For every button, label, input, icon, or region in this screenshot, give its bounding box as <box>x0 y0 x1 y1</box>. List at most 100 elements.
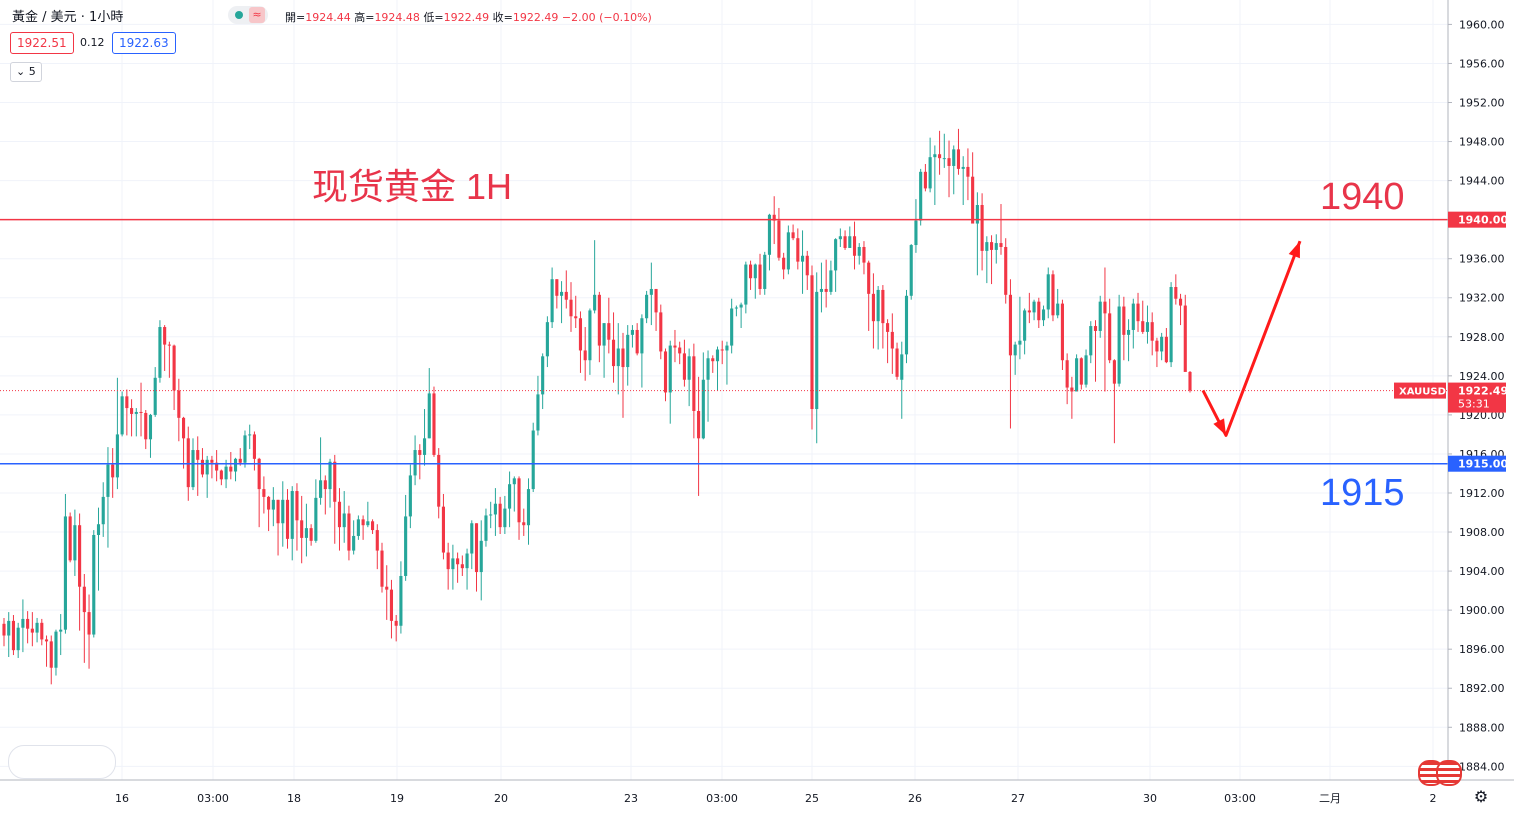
candle-body <box>1150 322 1154 341</box>
candle-body <box>616 348 620 367</box>
candle <box>900 341 904 419</box>
candle-body <box>900 354 904 380</box>
candle-body <box>489 514 493 516</box>
candle-body <box>304 528 308 538</box>
candle-body <box>456 558 460 565</box>
candle <box>942 133 946 168</box>
candle <box>210 455 214 479</box>
gear-icon[interactable]: ⚙ <box>1473 787 1489 806</box>
candle <box>933 145 937 206</box>
candle <box>1103 267 1107 392</box>
candle <box>248 424 252 450</box>
candlestick-series <box>2 128 1192 685</box>
candle-body <box>720 349 724 351</box>
price-tick-label: 1948.00 <box>1459 136 1505 149</box>
candle-body <box>744 264 748 305</box>
candle <box>800 230 805 294</box>
candle-body <box>749 264 753 279</box>
market-status-pill[interactable]: ≈ <box>228 6 268 24</box>
symbol-title[interactable]: 黃金 / 美元 · 1小時 <box>12 10 124 25</box>
candle-body <box>314 497 318 541</box>
candle <box>1013 341 1017 375</box>
candle-body <box>867 262 871 294</box>
candle <box>347 505 351 561</box>
candle-body <box>715 349 720 362</box>
candle <box>616 323 620 395</box>
candle <box>385 565 389 620</box>
time-tick-label: 18 <box>287 792 301 805</box>
indicators-toggle[interactable]: ⌄ 5 <box>10 62 42 82</box>
candle-body <box>158 327 162 378</box>
support-price-tag-bg <box>1448 455 1506 472</box>
candle <box>399 561 403 634</box>
candle <box>758 253 762 295</box>
candle-body <box>1155 340 1159 352</box>
candle <box>815 272 819 444</box>
candle-body <box>541 356 545 395</box>
candle-body <box>148 414 153 440</box>
candle-body <box>44 639 49 642</box>
candle-body <box>725 345 729 351</box>
candle-body <box>673 345 677 348</box>
candle <box>1075 354 1079 392</box>
candle <box>370 519 375 534</box>
support-price-tag-text: 1915.00 <box>1458 458 1508 471</box>
candle-body <box>663 351 668 393</box>
candle <box>730 298 734 354</box>
candle <box>319 437 323 505</box>
candle-body <box>938 154 942 159</box>
time-tick-label: 27 <box>1011 792 1025 805</box>
candle <box>928 137 932 193</box>
candle-body <box>800 255 805 262</box>
bid-price-button[interactable]: 1922.51 <box>10 32 74 54</box>
countdown-text: 53:31 <box>1458 398 1490 411</box>
candle <box>725 341 729 385</box>
candle <box>895 342 899 380</box>
candle-body <box>375 530 379 551</box>
candle <box>337 488 342 551</box>
price-tick-label: 1884.00 <box>1459 760 1505 773</box>
candle-body <box>1023 310 1027 341</box>
candle <box>517 476 521 540</box>
candle-body <box>130 408 134 414</box>
candle-body <box>1103 301 1107 314</box>
candle <box>994 234 998 264</box>
candle <box>215 450 219 482</box>
price-tick-label: 1888.00 <box>1459 721 1505 734</box>
candle-body <box>1089 326 1093 356</box>
open-label: 開= <box>285 11 306 24</box>
candle <box>389 579 394 639</box>
candle-body <box>361 519 365 526</box>
candle-body <box>843 236 847 248</box>
candle-body <box>763 254 767 289</box>
candle-body <box>593 294 597 311</box>
candle-body <box>687 356 691 380</box>
candle <box>290 486 294 561</box>
candle-body <box>437 454 441 507</box>
bottom-toolbar-pill[interactable] <box>8 745 116 779</box>
price-tick-label: 1944.00 <box>1459 175 1505 188</box>
candle-body <box>980 205 984 251</box>
ask-price-button[interactable]: 1922.63 <box>112 32 176 54</box>
candle <box>16 622 20 658</box>
candle-body <box>96 524 101 535</box>
open-value: 1924.44 <box>305 11 351 24</box>
candle-body <box>890 331 894 349</box>
candle-body <box>493 503 497 515</box>
candle-body <box>753 264 757 279</box>
candle-body <box>560 291 564 296</box>
candle-body <box>177 390 181 418</box>
candle-body <box>78 525 82 587</box>
indicators-count: 5 <box>28 65 36 78</box>
candle-body <box>229 466 233 472</box>
candle-body <box>1174 287 1178 299</box>
candle-body <box>564 291 568 300</box>
projection-arrowhead-down <box>1213 418 1226 436</box>
candle-body <box>120 396 124 435</box>
candle <box>1056 288 1060 319</box>
candle <box>541 353 545 410</box>
candle-body <box>63 516 67 630</box>
change-value: −2.00 (−0.10%) <box>561 11 652 24</box>
symbol-tag-bg <box>1394 382 1446 399</box>
